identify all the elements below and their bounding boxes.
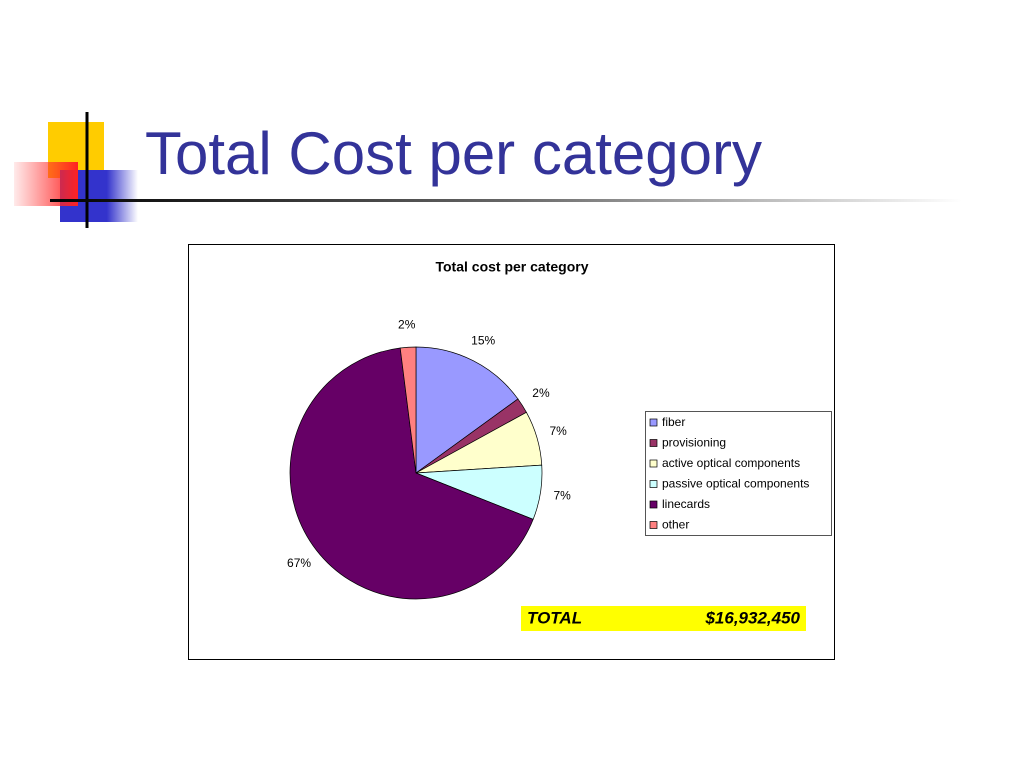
- data-label: 7%: [549, 424, 567, 438]
- data-label: 2%: [532, 386, 550, 400]
- legend-swatch: [649, 480, 658, 488]
- legend-label: fiber: [662, 415, 685, 429]
- pie-slice: [399, 346, 417, 474]
- legend-swatch: [649, 418, 658, 427]
- total-label: TOTAL: [527, 608, 582, 627]
- chart-title: Total cost per category: [435, 259, 588, 275]
- legend-label: active optical components: [662, 456, 800, 470]
- total-value: $16,932,450: [704, 608, 800, 627]
- total-box: [521, 606, 806, 631]
- data-label: 7%: [554, 488, 572, 502]
- legend-label: provisioning: [662, 436, 726, 450]
- data-label: 15%: [471, 333, 495, 347]
- legend-swatch: [649, 521, 658, 529]
- legend-label: other: [662, 518, 689, 532]
- title-rule: [50, 199, 962, 202]
- pie-slice: [289, 347, 534, 600]
- legend-label: linecards: [662, 497, 710, 511]
- logo-red: [14, 162, 78, 206]
- legend: [645, 411, 832, 536]
- legend-swatch: [649, 439, 658, 447]
- slide-title: Total Cost per category: [145, 120, 762, 187]
- legend-swatch: [649, 459, 658, 468]
- pie-slice: [415, 346, 519, 474]
- legend-swatch: [649, 500, 658, 509]
- data-label: 2%: [398, 317, 416, 331]
- data-label: 67%: [287, 556, 311, 570]
- legend-label: passive optical components: [662, 477, 809, 491]
